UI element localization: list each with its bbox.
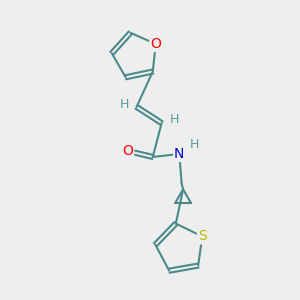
Text: O: O: [150, 37, 161, 51]
Text: H: H: [169, 113, 179, 126]
Text: H: H: [190, 138, 199, 151]
Text: O: O: [122, 144, 133, 158]
Text: N: N: [174, 147, 184, 161]
Text: H: H: [119, 98, 129, 111]
Text: S: S: [198, 230, 207, 244]
